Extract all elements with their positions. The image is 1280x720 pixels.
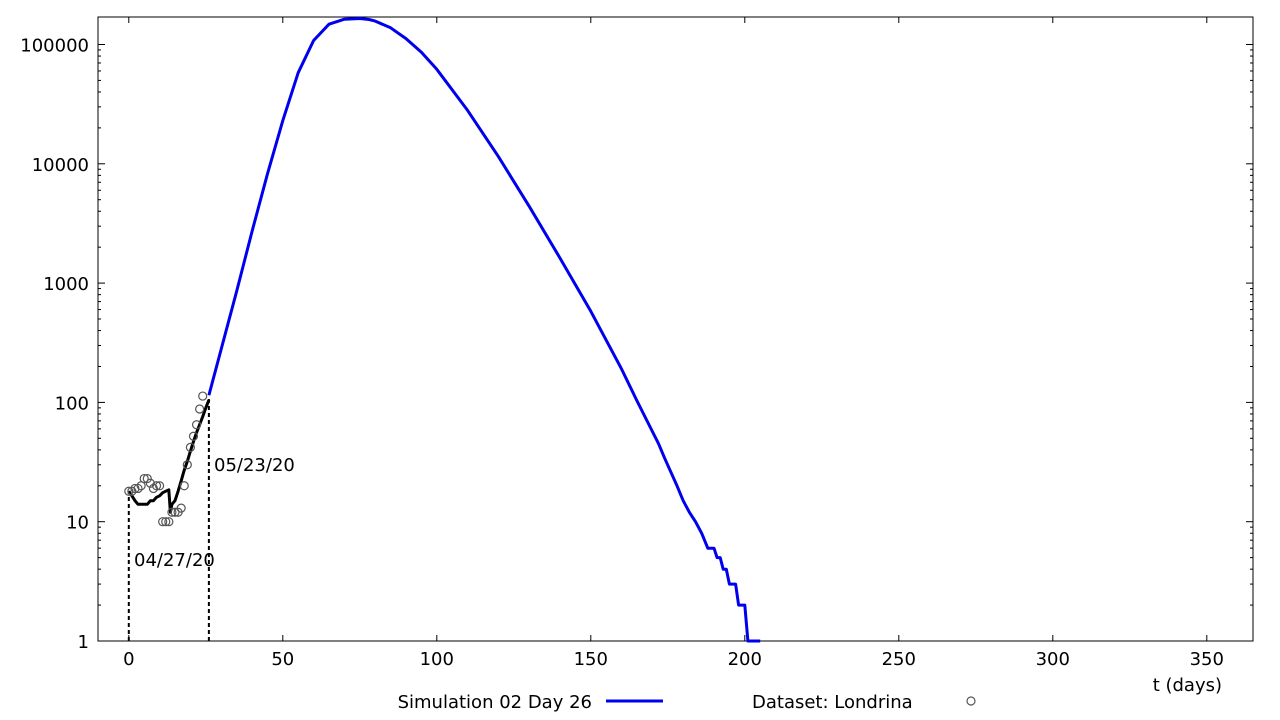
y-tick-label: 10 [66,513,89,534]
data-point [161,517,171,527]
data-point [139,473,149,484]
data-point [130,483,140,494]
y-tick-label: 1000 [43,274,89,295]
data-point [167,507,177,517]
annotation-start-date: 04/27/20 [134,550,215,571]
y-tick-label: 10000 [32,155,89,176]
data-point [185,442,195,452]
series-line [127,399,211,514]
x-axis-label: t (days) [1153,675,1222,696]
data-point [164,517,174,527]
series-group [127,17,761,643]
legend-label-simulation: Simulation 02 Day 26 [398,692,592,713]
data-point [179,481,189,491]
x-tick-label: 50 [271,649,294,670]
data-point [191,420,202,430]
annotation-end-date: 05/23/20 [214,455,295,476]
x-tick-label: 150 [574,649,608,670]
x-tick-label: 250 [882,649,916,670]
data-point [195,404,205,414]
x-tick-label: 0 [123,649,134,670]
data-point [151,481,162,491]
plot-frame [97,16,1254,642]
data-point [188,431,199,441]
legend-label-dataset: Dataset: Londrina [752,692,913,713]
data-point [142,473,152,484]
data-point [124,486,134,496]
plot-frame-group [97,16,1254,642]
date-markers [127,397,210,641]
data-point [148,483,159,494]
x-tick-label: 200 [728,649,762,670]
data-point [158,517,168,527]
y-tick-label: 100000 [20,35,89,56]
axis-ticks: 0 50 100 150 200 250 300 350 1 10 100 1000 10000 1000… [20,17,1253,670]
y-tick-label: 100 [55,393,89,414]
data-point [198,391,208,401]
legend: Simulation 02 Day 26 Dataset: Londrina [398,692,976,713]
x-tick-label: 100 [420,649,454,670]
series-line [207,17,761,643]
data-point [133,483,143,494]
data-point [145,478,155,488]
legend-marker-dataset [966,696,976,706]
x-tick-label: 300 [1036,649,1070,670]
x-tick-label: 350 [1190,649,1224,670]
data-points [124,391,208,527]
data-point [176,503,186,513]
data-point [170,507,180,517]
data-point [127,486,137,496]
data-point [155,481,165,491]
y-tick-label: 1 [78,632,89,653]
data-point [182,460,192,470]
